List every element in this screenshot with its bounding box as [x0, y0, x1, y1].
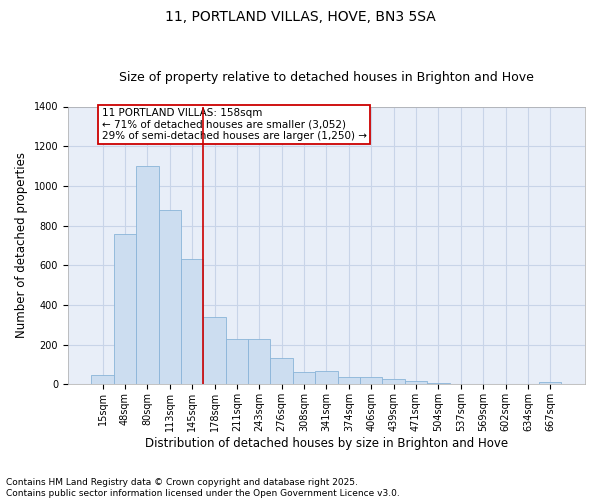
Bar	[248, 339, 271, 384]
Bar	[382, 380, 405, 384]
Text: Contains HM Land Registry data © Crown copyright and database right 2025.
Contai: Contains HM Land Registry data © Crown c…	[6, 478, 400, 498]
Bar	[181, 260, 203, 384]
Bar	[158, 210, 181, 384]
Bar	[203, 317, 226, 384]
Bar	[271, 358, 293, 384]
Text: 11 PORTLAND VILLAS: 158sqm
← 71% of detached houses are smaller (3,052)
29% of s: 11 PORTLAND VILLAS: 158sqm ← 71% of deta…	[101, 108, 367, 141]
Title: Size of property relative to detached houses in Brighton and Hove: Size of property relative to detached ho…	[119, 72, 534, 85]
Bar	[360, 378, 382, 384]
Bar	[427, 383, 449, 384]
Bar	[539, 382, 562, 384]
Bar	[136, 166, 158, 384]
Bar	[293, 372, 315, 384]
Text: 11, PORTLAND VILLAS, HOVE, BN3 5SA: 11, PORTLAND VILLAS, HOVE, BN3 5SA	[164, 10, 436, 24]
Bar	[315, 370, 338, 384]
Bar	[405, 382, 427, 384]
Bar	[91, 374, 114, 384]
Bar	[114, 234, 136, 384]
Y-axis label: Number of detached properties: Number of detached properties	[15, 152, 28, 338]
X-axis label: Distribution of detached houses by size in Brighton and Hove: Distribution of detached houses by size …	[145, 437, 508, 450]
Bar	[338, 378, 360, 384]
Bar	[226, 339, 248, 384]
